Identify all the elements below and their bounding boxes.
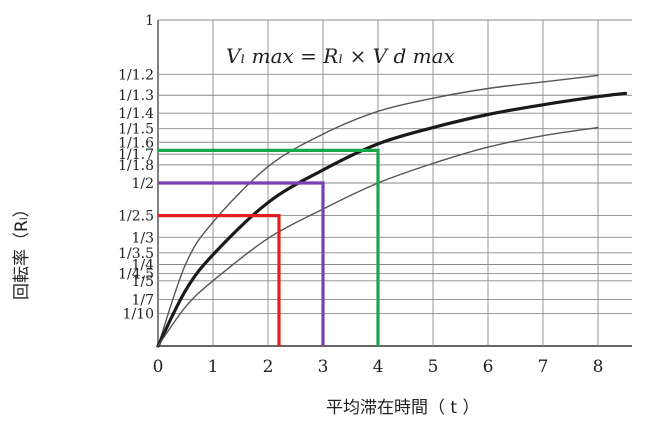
y-tick-label: 1/3.5: [118, 246, 154, 262]
y-tick-label: 1/10: [123, 306, 154, 322]
y-tick-label: 1/4: [131, 258, 154, 274]
series-curve: [157, 74, 599, 347]
y-tick-label: 1/1.2: [118, 67, 154, 83]
x-tick-label: 5: [428, 357, 439, 377]
x-tick-label: 2: [263, 357, 274, 377]
curve-group: [156, 74, 628, 348]
y-tick-label: 1/1.5: [118, 122, 154, 138]
y-tick-label: 1/3: [131, 230, 154, 246]
x-tick-label: 3: [318, 357, 329, 377]
x-tick-label: 7: [538, 357, 549, 377]
x-axis-title: 平均滞在時間（ t ）: [326, 398, 479, 418]
y-tick-label: 1/5: [131, 274, 154, 290]
annotation-guide-line: [158, 214, 281, 346]
y-tick-label: 1/2: [131, 176, 154, 192]
x-tick-labels: 0 1 2 3 4 5 6 7 8: [153, 357, 604, 377]
y-axis-title: 回転率（Rₗ）: [12, 200, 32, 300]
y-tick-labels: 1 1/1.2 1/1.3 1/1.41/1.51/1.61/1.71/1.8 1/2 1…: [118, 13, 154, 322]
y-tick-label: 1/4.5: [118, 267, 154, 283]
series-curve: [157, 126, 599, 347]
series-curve: [156, 91, 628, 348]
formula-label: Vₗ max = Rₗ × V d max: [226, 44, 455, 68]
y-tick-label: 1: [145, 13, 154, 29]
annotation-guide-line: [158, 181, 325, 346]
x-tick-label: 6: [483, 357, 494, 377]
y-tick-label: 1/1.8: [118, 158, 154, 174]
y-tick-label: 1/1.3: [118, 88, 154, 104]
y-tick-label: 1/1.6: [118, 135, 154, 151]
x-tick-label: 1: [208, 357, 219, 377]
annotation-group: [158, 148, 380, 346]
y-tick-label: 1/1.7: [118, 147, 154, 163]
y-tick-label: 1/7: [131, 292, 154, 308]
annotation-guide-line: [158, 148, 380, 346]
x-tick-label: 0: [153, 357, 164, 377]
x-tick-label: 8: [593, 357, 604, 377]
y-tick-label: 1/2.5: [118, 209, 154, 225]
y-tick-label: 1/1.4: [118, 106, 154, 122]
x-tick-label: 4: [373, 357, 384, 377]
